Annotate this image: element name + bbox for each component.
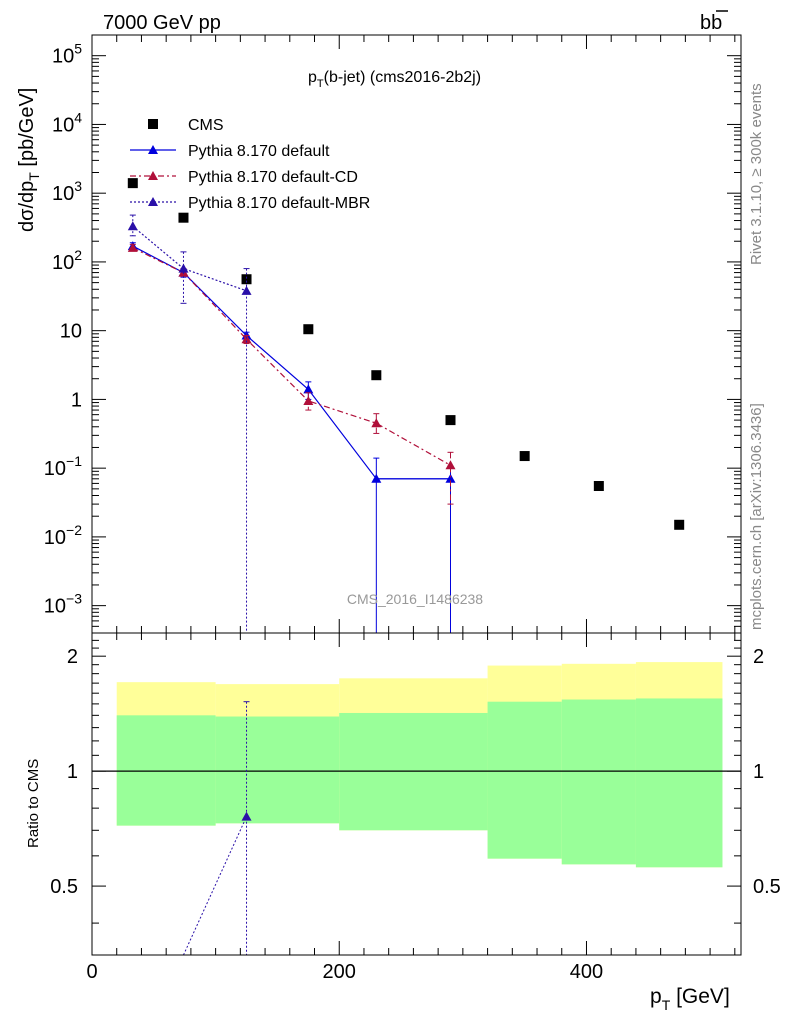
ratio-green-band — [487, 701, 562, 859]
y-tick-label: 103 — [52, 178, 82, 205]
legend-marker — [148, 145, 158, 154]
legend-marker — [148, 171, 158, 180]
ylabel-main: dσ/dp — [16, 181, 38, 232]
y-tick-label: 10−2 — [44, 522, 82, 549]
legend-marker-cms — [148, 119, 158, 129]
process-label: bb — [700, 12, 722, 34]
y-tick-exponent: 4 — [74, 109, 82, 125]
y-tick-base: 10 — [52, 252, 74, 274]
legend-label: Pythia 8.170 default — [188, 143, 330, 160]
mbr-marker — [241, 285, 252, 295]
y-tick-base: 10 — [52, 183, 74, 205]
y-tick-base: 10 — [52, 46, 74, 68]
default-marker — [303, 384, 314, 394]
cd-line — [132, 247, 451, 466]
ratio-green-band — [561, 699, 636, 865]
cd-marker — [303, 395, 314, 405]
ratio-frame — [91, 632, 742, 956]
cms-data-point — [445, 415, 456, 426]
default-marker — [371, 473, 382, 483]
y-tick-exponent: −3 — [66, 591, 82, 607]
default-marker — [445, 473, 456, 483]
cms-data-point — [593, 481, 604, 492]
watermark: CMS_2016_I1486238 — [347, 591, 483, 607]
ratio-mbr-line — [183, 816, 247, 956]
cms-data-point — [127, 178, 138, 189]
cd-marker — [371, 418, 382, 428]
default-line — [132, 245, 451, 480]
cd-marker — [127, 242, 138, 252]
ratio-y-label: Ratio to CMS — [25, 759, 42, 848]
legend-label: Pythia 8.170 default-CD — [188, 169, 358, 186]
cms-data-point — [674, 519, 685, 530]
mcplots-side-label: mcplots.cern.ch [arXiv:1306.3436] — [748, 403, 765, 630]
y-tick-exponent: −1 — [66, 453, 82, 469]
ratio-data-layer — [92, 662, 741, 956]
y-tick-base: 10 — [44, 527, 66, 549]
mbr-marker — [178, 263, 189, 273]
energy-label: 7000 GeV pp — [103, 12, 221, 34]
y-tick-label: 102 — [52, 247, 82, 274]
ratio-y-tick-label: 0.5 — [50, 876, 78, 898]
x-tick-label: 400 — [570, 961, 603, 983]
cms-data-point — [371, 370, 382, 381]
cd-marker — [241, 334, 252, 344]
ratio-panel: 0.5 0.5 1 1 2 2 0 200 400 Ratio to CMS — [25, 632, 781, 983]
y-tick-exponent: −2 — [66, 522, 82, 538]
main-title: pT(b-jet) (cms2016-2b2j) — [308, 69, 481, 90]
legend: CMS Pythia 8.170 default Pythia 8.170 defa… — [130, 117, 370, 212]
legend-marker — [148, 197, 158, 206]
y-tick-exponent: 2 — [74, 247, 82, 263]
ratio-y-tick-label-right: 1 — [753, 761, 764, 783]
title-rest: (b-jet) (cms2016-2b2j) — [324, 69, 481, 86]
ratio-mbr-marker — [241, 811, 252, 821]
cms-data-point — [519, 451, 530, 462]
ratio-y-tick-label-right: 2 — [753, 646, 764, 668]
cd-marker — [445, 460, 456, 470]
xlabel-sub-T: T — [662, 997, 671, 1013]
mbr-marker — [127, 221, 138, 231]
ylabel-sub-T: T — [26, 172, 42, 181]
y-tick-label: 10 — [60, 321, 82, 343]
cms-data-point — [178, 212, 189, 223]
cms-data-point — [303, 324, 314, 335]
ratio-green-band — [635, 698, 723, 868]
x-tick-label: 0 — [86, 961, 97, 983]
title-p: p — [308, 69, 317, 86]
y-tick-label: 1 — [71, 389, 82, 411]
ratio-green-band — [116, 715, 216, 826]
legend-label: CMS — [188, 117, 224, 134]
main-data-layer — [127, 178, 685, 633]
y-tick-label: 104 — [52, 109, 82, 136]
ylabel-units: [pb/GeV] — [16, 88, 38, 173]
ratio-green-band — [215, 716, 340, 824]
cms-data-point — [241, 274, 252, 285]
y-tick-exponent: 5 — [74, 41, 82, 57]
ratio-y-tick-label-right: 0.5 — [753, 876, 781, 898]
y-tick-base: 10 — [44, 596, 66, 618]
ratio-y-tick-label: 2 — [67, 646, 78, 668]
legend-label: Pythia 8.170 default-MBR — [188, 195, 370, 212]
x-tick-label: 200 — [323, 961, 356, 983]
title-sub-T: T — [317, 78, 324, 90]
ratio-axes: 0.5 0.5 1 1 2 2 0 200 400 — [50, 633, 781, 983]
y-axis-label: dσ/dpT [pb/GeV] — [16, 88, 42, 232]
rivet-side-label: Rivet 3.1.10, ≥ 300k events — [748, 83, 765, 265]
y-tick-base: 10 — [52, 114, 74, 136]
y-tick-label: 10−1 — [44, 453, 82, 480]
y-tick-exponent: 3 — [74, 178, 82, 194]
xlabel-units: [GeV] — [670, 985, 730, 1008]
xlabel-p: p — [650, 985, 662, 1008]
y-tick-base: 10 — [44, 458, 66, 480]
y-tick-label: 105 — [52, 41, 82, 68]
y-tick-label: 10−3 — [44, 591, 82, 618]
mbr-line — [132, 225, 247, 292]
x-axis-label: pT [GeV] — [650, 985, 730, 1013]
ratio-y-tick-label: 1 — [67, 761, 78, 783]
